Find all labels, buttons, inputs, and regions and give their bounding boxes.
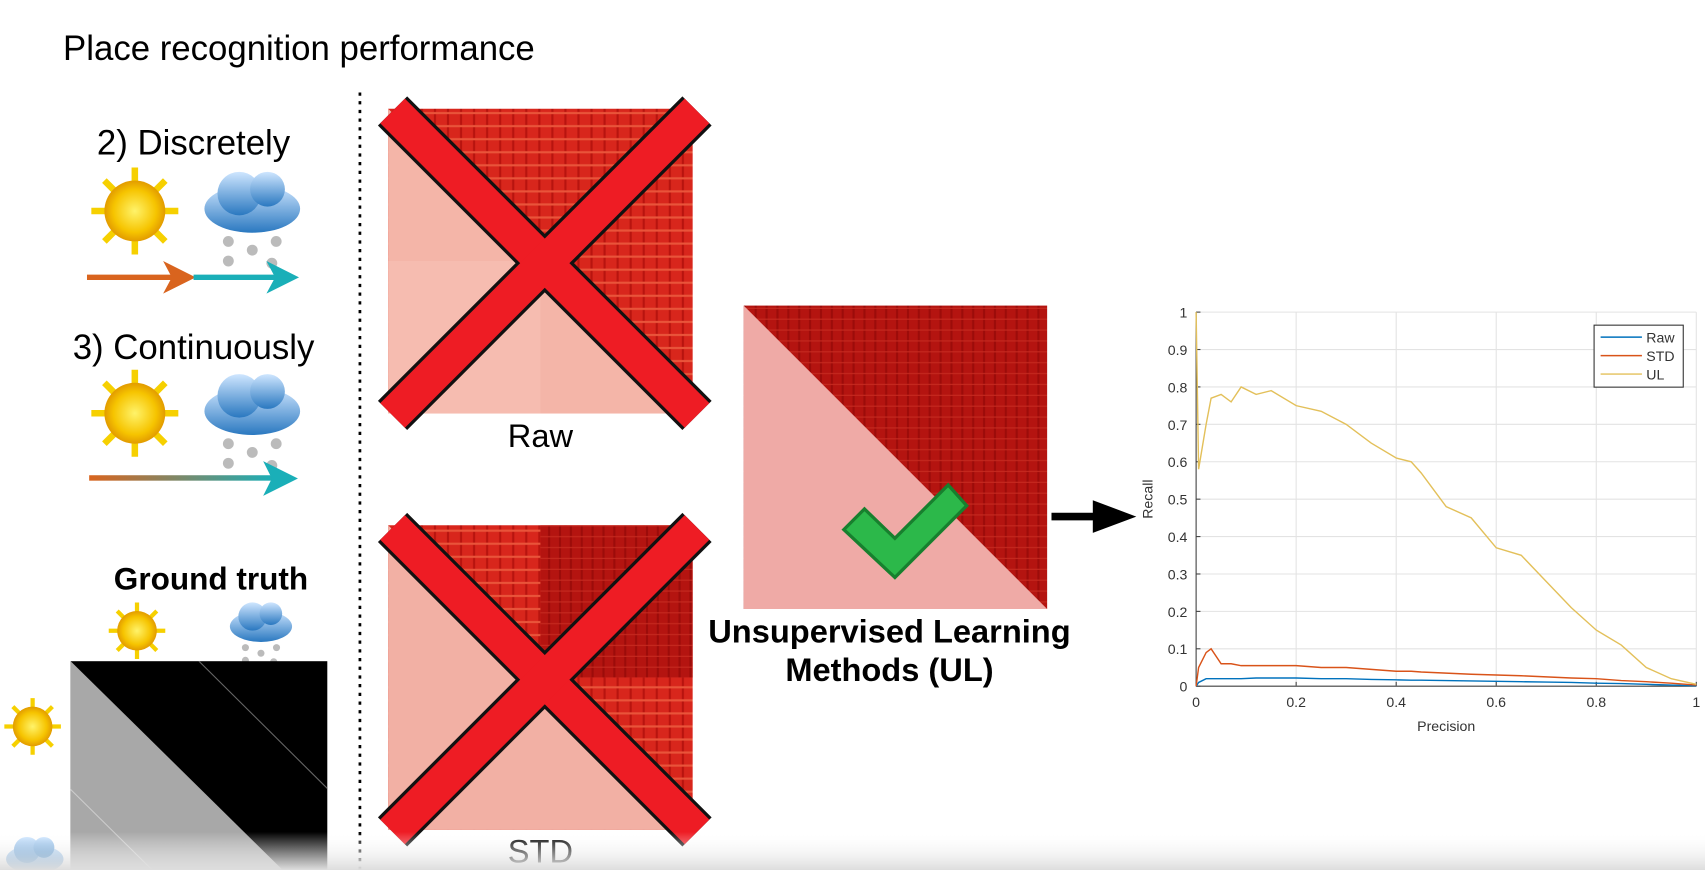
y-tick-label: 0.4 [1168, 529, 1188, 545]
y-tick-label: 0.2 [1168, 604, 1188, 620]
flow-arrow [1051, 500, 1137, 533]
y-axis-label: Recall [1140, 480, 1156, 519]
x-axis-label: Precision [1417, 718, 1475, 734]
snow-cloud-icon [204, 374, 301, 471]
y-tick-label: 0.3 [1168, 566, 1188, 582]
x-tick-label: 1 [1692, 694, 1700, 710]
y-tick-label: 0.9 [1168, 342, 1188, 358]
legend-label: Raw [1646, 330, 1675, 346]
accept-mark [841, 482, 969, 580]
series-line [1195, 647, 1697, 687]
slide-title: Place recognition performance [63, 30, 535, 68]
method-label: Methods (UL) [785, 651, 993, 688]
method-label: Unsupervised Learning [708, 613, 1070, 650]
legend-label: STD [1646, 348, 1674, 364]
continuous-arrow [89, 461, 298, 496]
y-tick-label: 0.6 [1168, 454, 1188, 470]
pr-chart: 0 0.2 0.4 0.6 0.8 1 0 0.1 0.2 0.3 0.4 0.5 0.6 0.7 0.8 0… [1140, 305, 1701, 734]
y-tick-label: 1 [1180, 305, 1188, 321]
ground-truth-label: Ground truth [114, 560, 308, 596]
x-tick-label: 0 [1192, 694, 1200, 710]
condition-label: 3) Continuously [73, 329, 315, 367]
legend-label: UL [1646, 367, 1664, 383]
y-tick-label: 0.8 [1168, 379, 1188, 395]
footer-fade [0, 831, 1705, 870]
snow-cloud-icon [204, 171, 301, 269]
sun-icon [109, 602, 166, 659]
series-line [1195, 312, 1697, 686]
sun-icon [4, 698, 61, 755]
condition-label: 2) Discretely [97, 124, 291, 162]
x-tick-label: 0.4 [1386, 694, 1406, 710]
y-tick-label: 0 [1180, 679, 1188, 695]
y-tick-label: 0.7 [1168, 417, 1188, 433]
x-tick-label: 0.6 [1486, 694, 1506, 710]
sun-icon [91, 370, 178, 457]
matrix-label: Raw [508, 417, 574, 454]
series-line [1195, 677, 1697, 687]
sun-icon [91, 167, 178, 254]
y-tick-label: 0.1 [1168, 641, 1188, 657]
x-tick-label: 0.2 [1286, 694, 1306, 710]
snow-cloud-icon [229, 602, 293, 666]
y-tick-label: 0.5 [1168, 492, 1188, 508]
discrete-arrows [86, 261, 300, 294]
x-tick-label: 0.8 [1586, 694, 1606, 710]
